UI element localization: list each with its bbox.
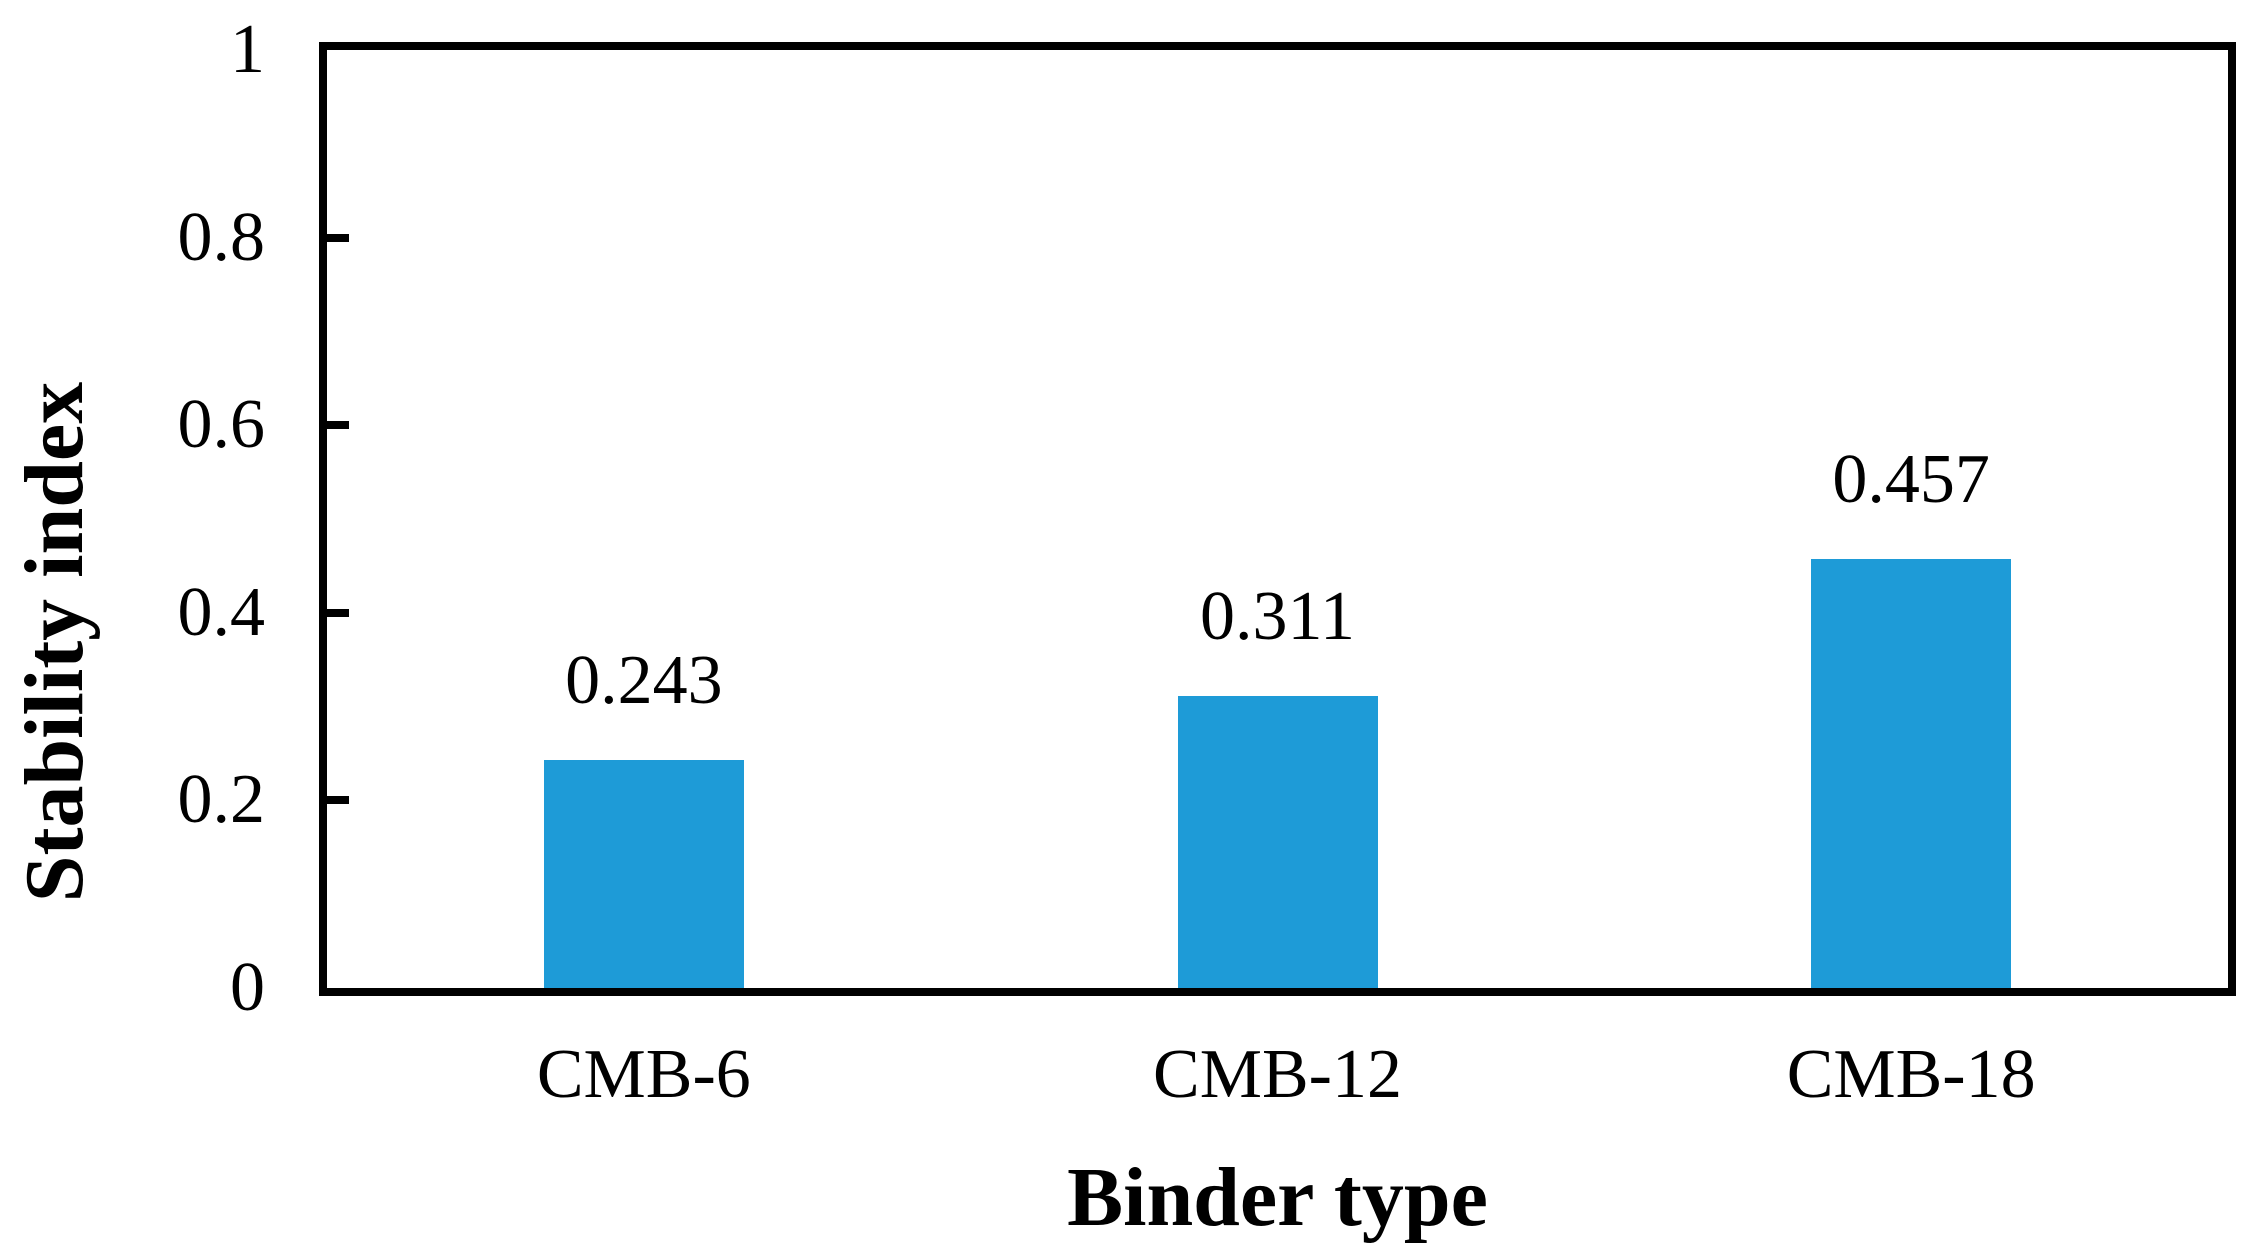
plot-frame: [319, 42, 2236, 996]
x-tick-label-cmb-18: CMB-18: [1786, 1036, 2036, 1113]
y-tick-mark-0.8: [327, 233, 349, 242]
y-tick-label-0.4: 0.4: [177, 573, 266, 651]
bar-cmb-6: [543, 760, 744, 988]
plot-area: 0.243 0.311 0.457: [327, 50, 2228, 988]
y-tick-label-0.6: 0.6: [177, 386, 266, 464]
x-axis-title: Binder type: [1067, 1151, 1488, 1244]
bar-cmb-18: [1811, 559, 2012, 988]
y-tick-mark-0.4: [327, 608, 349, 617]
y-tick-mark-0.6: [327, 421, 349, 430]
value-label-cmb-12: 0.311: [1200, 578, 1355, 656]
y-tick-mark-0.2: [327, 796, 349, 805]
y-tick-label-0.2: 0.2: [177, 761, 266, 839]
y-tick-label-0.8: 0.8: [177, 198, 266, 276]
bar-cmb-12: [1177, 696, 1378, 988]
value-label-cmb-18: 0.457: [1832, 441, 1990, 519]
y-tick-label-0: 0: [230, 949, 265, 1026]
x-tick-label-cmb-6: CMB-6: [536, 1036, 751, 1113]
value-label-cmb-6: 0.243: [565, 642, 723, 720]
x-tick-label-cmb-12: CMB-12: [1153, 1036, 1402, 1113]
y-tick-label-1: 1: [230, 11, 265, 88]
